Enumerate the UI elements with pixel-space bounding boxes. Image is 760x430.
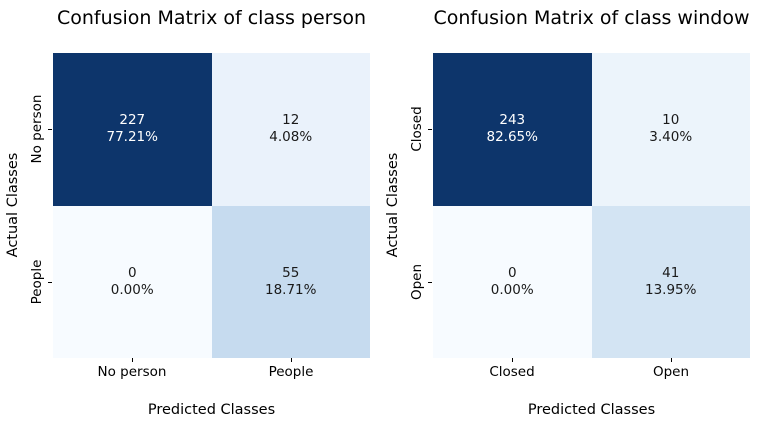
cell-count: 0 — [507, 264, 517, 281]
x-tick-mark — [132, 358, 133, 362]
x-tick-label: Open — [652, 364, 690, 380]
cell-count: 55 — [282, 264, 300, 281]
y-tick-label: People — [29, 259, 45, 305]
y-tick-mark — [48, 129, 52, 130]
cell-percent: 0.00% — [110, 281, 154, 298]
x-tick-label: No person — [97, 364, 167, 380]
x-tick-mark — [671, 358, 672, 362]
chart-person: Confusion Matrix of class person 227 77.… — [5, 7, 370, 418]
matrix-cell-tn: 55 18.71% — [211, 205, 370, 358]
cell-count: 10 — [662, 112, 680, 129]
x-axis-label: Predicted Classes — [527, 402, 656, 418]
cell-percent: 0.00% — [490, 281, 534, 298]
y-tick-label: Open — [409, 263, 425, 301]
cell-count: 12 — [282, 112, 300, 129]
chart-title: Confusion Matrix of class person — [56, 7, 367, 29]
cell-percent: 13.95% — [645, 281, 697, 298]
x-tick-label: Closed — [489, 364, 535, 380]
cell-percent: 77.21% — [106, 129, 158, 146]
x-tick-mark — [291, 358, 292, 362]
y-axis-label: Actual Classes — [385, 152, 401, 258]
cell-percent: 18.71% — [265, 281, 317, 298]
y-tick-label: Closed — [409, 106, 425, 152]
y-tick-label: No person — [29, 94, 45, 164]
cell-percent: 4.08% — [269, 129, 313, 146]
matrix-cell-fn: 12 4.08% — [211, 53, 370, 206]
chart-window: Confusion Matrix of class window 243 82.… — [380, 0, 760, 430]
cell-count: 227 — [119, 112, 146, 129]
matrix-cell-tp: 227 77.21% — [53, 53, 212, 206]
chart-title: Confusion Matrix of class window — [433, 7, 750, 29]
y-tick-mark — [48, 282, 52, 283]
matrix-cell-fp: 0 0.00% — [433, 205, 592, 358]
matrix-cell-tn: 41 13.95% — [591, 205, 750, 358]
x-axis-label: Predicted Classes — [147, 402, 276, 418]
x-tick-mark — [512, 358, 513, 362]
y-axis-label: Actual Classes — [5, 152, 21, 258]
y-tick-mark — [428, 129, 432, 130]
matrix-cell-tp: 243 82.65% — [433, 53, 592, 206]
heatmap-window: 243 82.65% 10 3.40% 0 0.00% 41 13.95% — [433, 53, 750, 358]
cell-percent: 3.40% — [649, 129, 693, 146]
y-tick-mark — [428, 282, 432, 283]
heatmap-person: 227 77.21% 12 4.08% 0 0.00% 55 18.71% — [53, 53, 370, 358]
matrix-cell-fp: 0 0.00% — [53, 205, 212, 358]
x-tick-label: People — [268, 364, 314, 380]
matrix-cell-fn: 10 3.40% — [591, 53, 750, 206]
cell-count: 41 — [662, 264, 680, 281]
cell-count: 0 — [127, 264, 137, 281]
cell-count: 243 — [499, 112, 526, 129]
cell-percent: 82.65% — [486, 129, 538, 146]
